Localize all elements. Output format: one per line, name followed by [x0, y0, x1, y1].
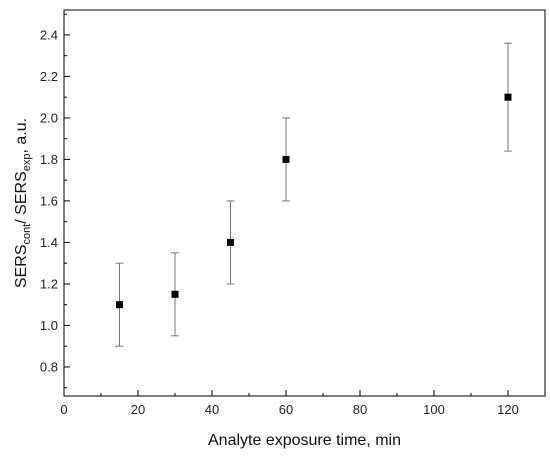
- data-points: [115, 42, 512, 347]
- y-axis-title: SERScont/ SERSexp, a.u.: [13, 118, 33, 288]
- y-title-text: / SERS: [13, 171, 30, 223]
- y-tick-label: 0.8: [40, 359, 58, 374]
- y-tick-label: 1.4: [40, 235, 58, 250]
- y-tick-label: 1.2: [40, 276, 58, 291]
- y-tick-label: 2.0: [40, 110, 58, 125]
- square-marker: [171, 290, 179, 298]
- x-tick-label: 0: [60, 402, 67, 417]
- x-tick-label: 40: [205, 402, 219, 417]
- x-tick-label: 120: [497, 402, 519, 417]
- square-marker: [116, 301, 123, 309]
- data-point: [226, 200, 235, 285]
- x-axis-title: Analyte exposure time, min: [208, 432, 401, 449]
- y-tick-label: 1.0: [40, 318, 58, 333]
- data-point: [504, 42, 512, 152]
- data-point: [115, 262, 124, 347]
- y-tick-label: 2.2: [40, 69, 58, 84]
- x-tick-label: 60: [279, 402, 293, 417]
- y-tick-label: 1.6: [40, 193, 58, 208]
- square-marker: [504, 93, 512, 101]
- square-marker: [282, 155, 290, 163]
- y-tick-label: 2.4: [40, 27, 58, 42]
- data-point: [282, 117, 290, 202]
- y-title-subscript: cont: [21, 224, 33, 245]
- y-tick-label: 1.8: [40, 152, 58, 167]
- x-axis-ticks: 0 20 40 60 80 100 120: [60, 390, 546, 417]
- y-title-text: , a.u.: [13, 118, 30, 154]
- square-marker: [227, 238, 234, 246]
- x-tick-label: 20: [131, 402, 145, 417]
- y-title-subscript: exp: [21, 153, 33, 171]
- y-axis-ticks: 0.8 1.0 1.2 1.4 1.6 1.8 2.0 2.2 2.4: [40, 13, 70, 389]
- data-point: [171, 252, 179, 337]
- y-title-text: SERS: [13, 245, 30, 289]
- x-tick-label: 80: [353, 402, 367, 417]
- x-tick-label: 100: [423, 402, 445, 417]
- plot-frame: [63, 9, 546, 397]
